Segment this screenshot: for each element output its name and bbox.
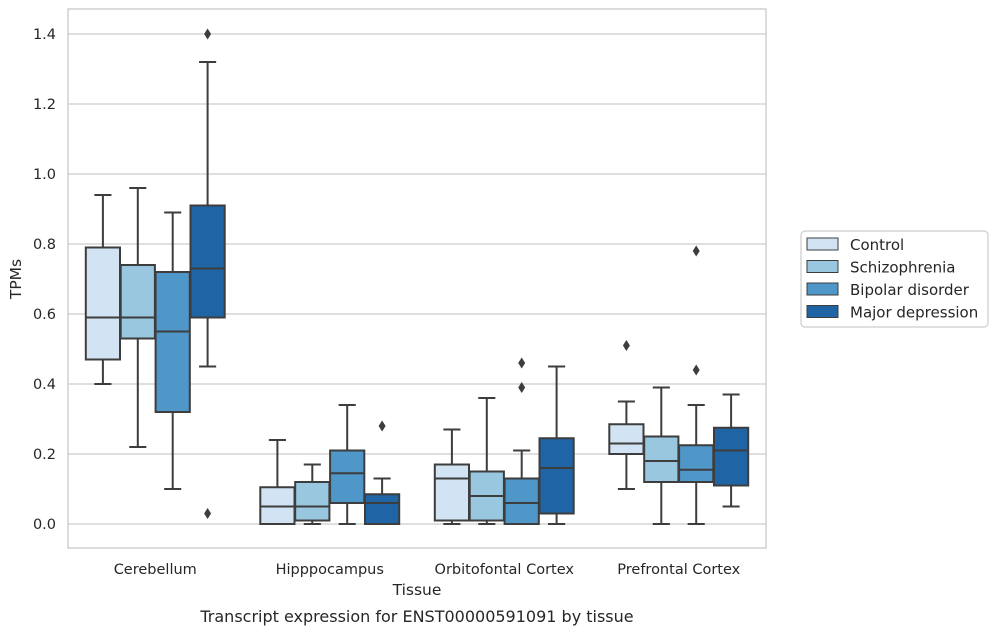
y-tick-label: 0.2 [33,447,56,463]
y-tick-label: 1.2 [33,97,56,113]
y-tick-label: 0.8 [33,237,56,253]
box-iqr [154,271,191,413]
outlier-point [204,28,212,40]
box-cerebellum-major-depression [189,28,226,519]
box-iqr [84,246,122,361]
x-axis-ticks: Cerebellum Hipppocampus Orbitofontal Corte… [114,562,741,578]
box-hipppocampus-bipolar-disorder [329,404,366,525]
legend-swatch [806,305,839,318]
legend-frame [800,230,989,328]
box-hipppocampus-control [259,439,296,525]
box-cerebellum-schizophrenia [119,187,156,448]
box-prefrontal-cortex-bipolar-disorder [678,245,715,525]
box-iqr [119,264,156,340]
outlier-point [518,357,526,369]
box-cerebellum-control [84,194,122,385]
box-iqr [712,426,750,487]
box-iqr [433,463,471,522]
box-iqr [294,481,331,522]
box-iqr [363,493,401,525]
box-cerebellum-bipolar-disorder [154,211,191,490]
y-tick-label: 1.4 [33,27,56,43]
x-tick-label: Prefrontal Cortex [617,562,740,578]
outlier-point [204,508,212,519]
legend-swatch [806,260,839,273]
y-tick-label: 0.0 [33,517,56,533]
box-iqr [189,204,226,319]
legend-label: Control [850,236,904,254]
x-tick-label: Orbitofontal Cortex [435,562,575,578]
box-prefrontal-cortex-schizophrenia [643,386,680,525]
x-axis-label: Tissue [392,581,442,599]
x-tick-label: Cerebellum [114,562,197,578]
y-tick-label: 1.0 [33,167,56,183]
box-orbitofontal-cortex-control [433,428,471,525]
box-hipppocampus-major-depression [363,420,401,525]
box-prefrontal-cortex-control [608,340,645,490]
legend: Control Schizophrenia Bipolar disorder Majo… [800,230,989,328]
box-orbitofontal-cortex-bipolar-disorder [503,357,540,525]
outlier-point [622,340,630,351]
legend-label: Major depression [850,304,978,322]
outlier-point [518,382,526,393]
box-iqr [329,449,366,504]
box-orbitofontal-cortex-major-depression [538,365,575,525]
box-iqr [643,435,680,483]
box-iqr [608,423,645,455]
x-tick-label: Hipppocampus [276,562,384,578]
box-orbitofontal-cortex-schizophrenia [468,397,505,525]
box-groups [84,28,750,525]
legend-label: Schizophrenia [850,259,955,277]
y-axis-label: TPMs [7,259,25,300]
box-hipppocampus-schizophrenia [294,463,331,525]
legend-label: Bipolar disorder [850,281,970,299]
box-prefrontal-cortex-major-depression [712,393,750,508]
y-tick-label: 0.4 [33,377,56,393]
legend-swatch [806,282,839,296]
outlier-point [692,364,700,376]
y-tick-label: 0.6 [33,307,56,323]
box-iqr [538,437,575,515]
plot-area-frame [67,8,767,549]
outlier-point [692,245,700,257]
outlier-point [378,420,386,432]
legend-swatch [806,237,839,251]
chart-caption: Transcript expression for ENST0000059109… [199,607,633,626]
box-iqr [678,444,715,483]
box-iqr [503,477,540,525]
y-axis-ticks: 0.0 0.2 0.4 0.6 0.8 1.0 1.2 1.4 [33,27,56,533]
